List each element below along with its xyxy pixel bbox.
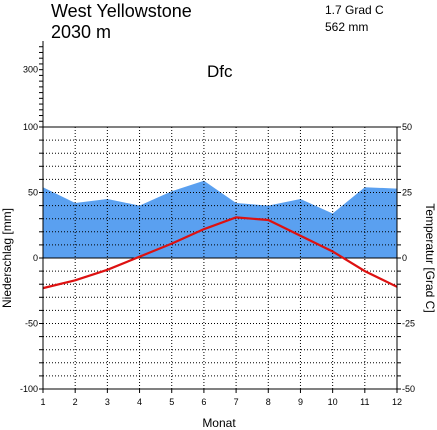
month-tick-label: 9: [298, 397, 303, 407]
temperature-tick-label: 50: [402, 122, 412, 132]
precip-tick-label: -50: [25, 319, 38, 329]
annual-precipitation-label: 562 mm: [325, 20, 368, 34]
month-tick-label: 6: [201, 397, 206, 407]
month-tick-label: 5: [169, 397, 174, 407]
precip-top-tick-label: 300: [23, 65, 38, 75]
month-tick-label: 12: [392, 397, 402, 407]
month-tick-label: 7: [234, 397, 239, 407]
month-tick-label: 10: [328, 397, 338, 407]
station-title: West Yellowstone: [51, 1, 192, 21]
month-tick-label: 1: [40, 397, 45, 407]
precip-tick-label: 100: [23, 122, 38, 132]
mean-temperature-label: 1.7 Grad C: [325, 3, 384, 17]
precip-tick-label: 0: [33, 253, 38, 263]
y-axis-left-label: Niederschlag [mm]: [0, 208, 14, 308]
precip-tick-label: -100: [20, 384, 38, 394]
temperature-tick-label: -25: [402, 319, 415, 329]
climate-class-label: Dfc: [207, 62, 233, 81]
temperature-tick-label: 0: [402, 253, 407, 263]
x-axis-label: Monat: [202, 416, 236, 430]
month-tick-label: 8: [266, 397, 271, 407]
temperature-tick-label: 25: [402, 188, 412, 198]
precip-tick-label: 50: [28, 188, 38, 198]
temperature-tick-label: -50: [402, 384, 415, 394]
month-tick-label: 3: [105, 397, 110, 407]
y-axis-right-label: Temperatur [Grad C]: [423, 203, 437, 312]
month-tick-label: 2: [73, 397, 78, 407]
temperature-line: [42, 216, 398, 290]
month-tick-label: 11: [360, 397, 369, 407]
elevation-label: 2030 m: [51, 22, 111, 42]
month-tick-label: 4: [137, 397, 142, 407]
